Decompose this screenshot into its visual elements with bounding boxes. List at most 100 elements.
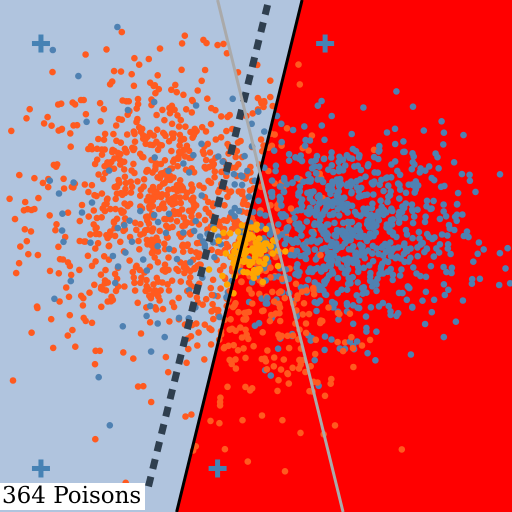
data-point [367,274,374,281]
data-point [150,197,157,204]
data-point [323,292,330,299]
data-point [369,180,376,187]
data-point [86,289,93,296]
data-point [155,219,162,226]
data-point [104,197,111,204]
data-point [313,308,320,315]
data-point [92,361,99,368]
data-point [497,171,504,178]
data-point [99,205,106,212]
data-point [161,205,168,212]
data-point [124,131,131,138]
data-point [176,315,183,322]
data-point [91,207,98,214]
data-point [131,55,138,62]
data-point [70,179,77,186]
data-point [140,154,147,161]
data-point [195,329,202,336]
data-point [360,104,367,111]
data-point [114,24,121,31]
data-point [387,239,394,246]
data-point [289,365,296,372]
data-point [317,216,324,223]
data-point [92,245,99,252]
data-point [330,169,337,176]
data-point [272,168,279,175]
data-point [399,203,406,210]
data-point [161,334,168,341]
data-point [114,183,121,190]
data-point [199,301,206,308]
data-point [367,337,374,344]
data-point [318,177,325,184]
data-point [404,231,411,238]
data-point [279,333,286,340]
data-point [414,253,421,260]
data-point [173,266,180,273]
data-point [17,243,24,250]
data-point [95,171,102,178]
data-point [40,180,47,187]
data-point [268,312,275,319]
data-point [6,196,13,203]
data-point [365,163,372,170]
data-point [286,345,293,352]
data-point [390,216,397,223]
plus-marker-bar-v [38,459,43,477]
data-point [350,364,357,371]
data-point [78,293,85,300]
data-point [135,96,142,103]
data-point [131,83,138,90]
data-point [147,79,154,86]
data-point [344,286,351,293]
data-point [368,304,375,311]
data-point [211,226,218,233]
data-point [352,251,359,258]
data-point [85,146,92,153]
data-point [31,206,38,213]
data-point [276,310,283,317]
data-point [130,355,137,362]
data-point [136,246,143,253]
data-point [302,142,309,149]
data-point [172,82,179,89]
data-point [359,342,366,349]
data-point [135,238,142,245]
data-point [404,297,411,304]
data-point [144,237,151,244]
data-point [107,81,114,88]
data-point [370,191,377,198]
data-point [194,342,201,349]
data-point [394,253,401,260]
data-point [134,300,141,307]
data-point [60,239,67,246]
data-point [119,192,126,199]
data-point [174,218,181,225]
data-point [408,351,415,358]
data-point [437,216,444,223]
data-point [122,249,129,256]
data-point [271,363,278,370]
data-point [295,61,302,68]
data-point [140,230,147,237]
data-point [192,218,199,225]
data-point [101,136,108,143]
data-point [211,161,218,168]
data-point [169,130,176,137]
data-point [246,259,253,266]
data-point [231,181,238,188]
data-point [174,256,181,263]
data-point [167,110,174,117]
data-point [380,188,387,195]
data-point [260,279,267,286]
data-point [164,281,171,288]
data-point [45,184,52,191]
data-point [212,306,219,313]
data-point [293,281,300,288]
data-point [321,137,328,144]
data-point [263,226,270,233]
data-point [94,146,101,153]
data-point [85,253,92,260]
data-point [350,260,357,267]
data-point [431,297,438,304]
